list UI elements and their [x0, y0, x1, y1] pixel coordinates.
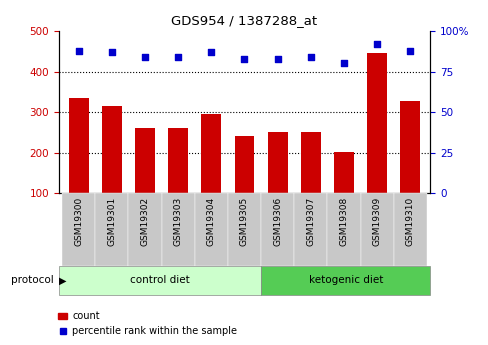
- Text: control diet: control diet: [130, 275, 189, 285]
- Bar: [161, 193, 194, 266]
- Text: GSM19309: GSM19309: [372, 197, 381, 246]
- Point: [207, 49, 215, 55]
- Bar: [366, 52, 386, 193]
- Point: [340, 61, 347, 66]
- Text: GSM19308: GSM19308: [339, 197, 348, 246]
- Bar: [68, 98, 88, 193]
- Point: [273, 56, 281, 61]
- Point: [372, 41, 380, 47]
- Text: ketogenic diet: ketogenic diet: [308, 275, 382, 285]
- Point: [240, 56, 248, 61]
- Bar: [300, 131, 320, 193]
- Text: GSM19304: GSM19304: [206, 197, 215, 246]
- Bar: [201, 114, 221, 193]
- Text: GSM19307: GSM19307: [306, 197, 315, 246]
- Text: GSM19305: GSM19305: [240, 197, 248, 246]
- Bar: [261, 193, 294, 266]
- Point: [75, 48, 82, 53]
- Bar: [95, 193, 128, 266]
- Bar: [294, 193, 327, 266]
- Text: GDS954 / 1387288_at: GDS954 / 1387288_at: [171, 14, 317, 27]
- Text: GSM19310: GSM19310: [405, 197, 414, 246]
- Text: GSM19306: GSM19306: [273, 197, 282, 246]
- Point: [406, 48, 413, 53]
- Bar: [227, 193, 261, 266]
- Text: GSM19300: GSM19300: [74, 197, 83, 246]
- Bar: [62, 193, 95, 266]
- Point: [108, 49, 116, 55]
- Point: [141, 54, 148, 60]
- Bar: [59, 266, 261, 295]
- Legend: count, percentile rank within the sample: count, percentile rank within the sample: [54, 307, 241, 340]
- Bar: [393, 193, 426, 266]
- Bar: [234, 136, 254, 193]
- Bar: [400, 101, 420, 193]
- Bar: [360, 193, 393, 266]
- Text: GSM19301: GSM19301: [107, 197, 116, 246]
- Bar: [327, 193, 360, 266]
- Text: ▶: ▶: [59, 275, 66, 285]
- Bar: [267, 132, 287, 193]
- Point: [174, 54, 182, 60]
- Point: [306, 54, 314, 60]
- Bar: [102, 106, 122, 193]
- Bar: [135, 128, 155, 193]
- Bar: [333, 152, 353, 193]
- Bar: [128, 193, 161, 266]
- Text: protocol: protocol: [11, 275, 54, 285]
- Bar: [168, 128, 188, 193]
- Bar: [261, 266, 429, 295]
- Bar: [194, 193, 227, 266]
- Text: GSM19302: GSM19302: [140, 197, 149, 246]
- Text: GSM19303: GSM19303: [173, 197, 182, 246]
